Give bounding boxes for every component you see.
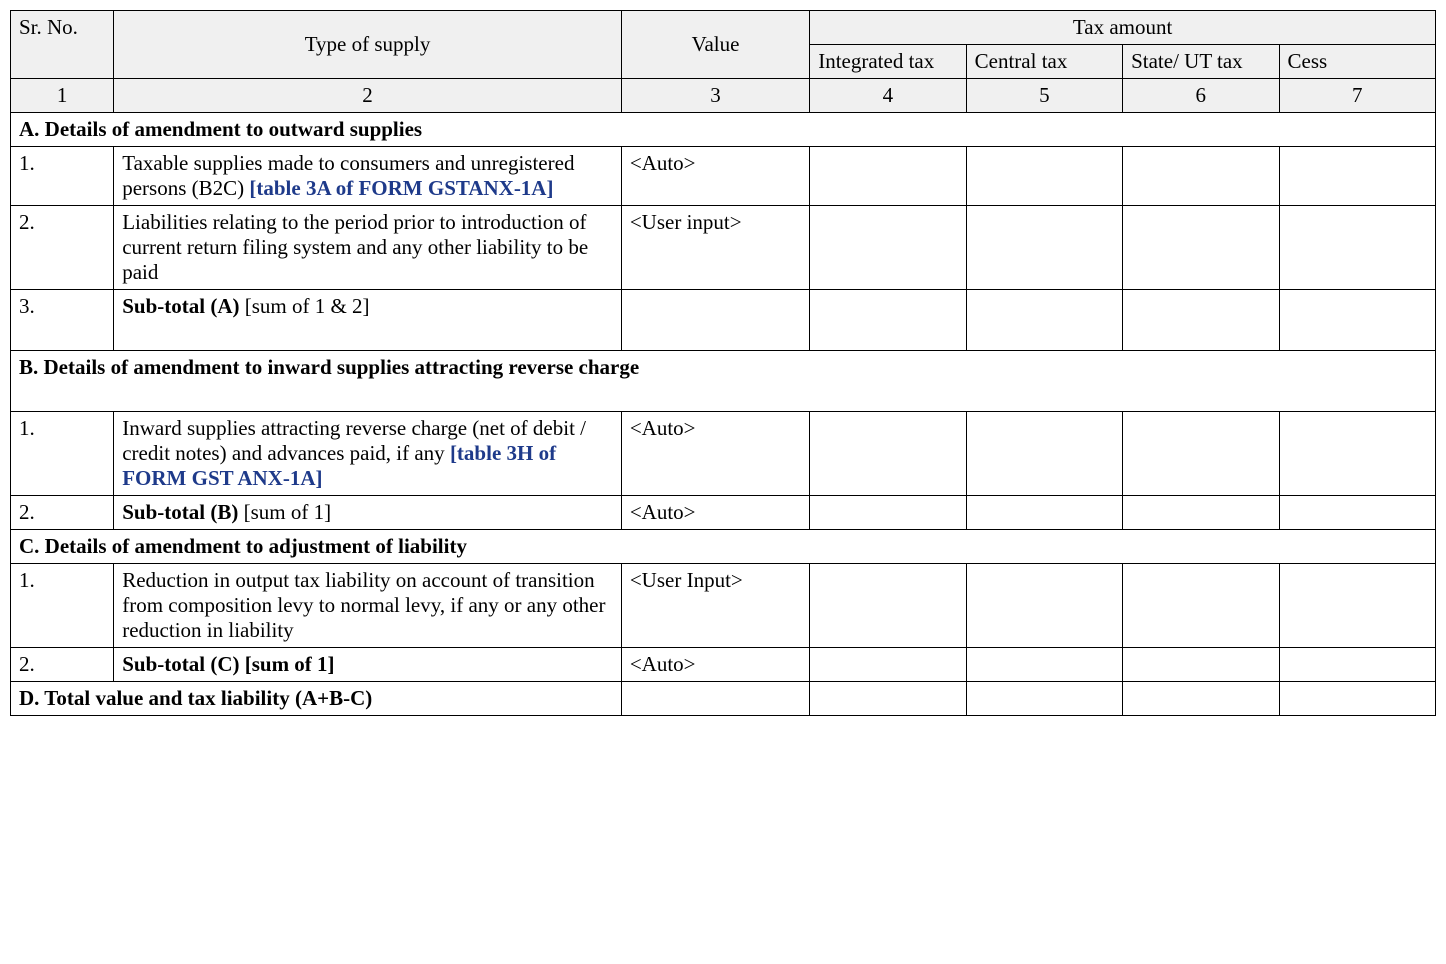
colnum-2: 2 (114, 79, 622, 113)
cell-cess (1279, 648, 1435, 682)
cell-desc: Liabilities relating to the period prior… (114, 206, 622, 290)
table-row: 2. Sub-total (B) [sum of 1] <Auto> (11, 496, 1436, 530)
cell-central-tax[interactable] (966, 412, 1122, 496)
cell-integrated-tax[interactable] (810, 147, 966, 206)
colnum-1: 1 (11, 79, 114, 113)
hdr-central-tax: Central tax (966, 45, 1122, 79)
section-d-row: D. Total value and tax liability (A+B-C) (11, 682, 1436, 716)
cell-central-tax[interactable] (966, 564, 1122, 648)
cell-integrated-tax[interactable] (810, 412, 966, 496)
cell-sr: 3. (11, 290, 114, 351)
cell-cess[interactable] (1279, 206, 1435, 290)
cell-desc: Sub-total (A) [sum of 1 & 2] (114, 290, 622, 351)
hdr-cess: Cess (1279, 45, 1435, 79)
cell-state-ut-tax (1123, 496, 1279, 530)
table-row: 1. Taxable supplies made to consumers an… (11, 147, 1436, 206)
cell-cess[interactable] (1279, 147, 1435, 206)
hdr-sr-no: Sr. No. (11, 11, 114, 79)
cell-desc: Sub-total (C) [sum of 1] (114, 648, 622, 682)
cell-integrated-tax (810, 496, 966, 530)
cell-desc: Sub-total (B) [sum of 1] (114, 496, 622, 530)
cell-state-ut-tax (1123, 290, 1279, 351)
hdr-state-ut-tax: State/ UT tax (1123, 45, 1279, 79)
section-a-header: A. Details of amendment to outward suppl… (11, 113, 1436, 147)
cell-state-ut-tax[interactable] (1123, 206, 1279, 290)
cell-value[interactable]: <User Input> (621, 564, 809, 648)
cell-sr: 2. (11, 648, 114, 682)
cell-desc: Reduction in output tax liability on acc… (114, 564, 622, 648)
cell-integrated-tax[interactable] (810, 564, 966, 648)
desc-ref: [table 3A of FORM GSTANX-1A] (249, 176, 553, 200)
cell-integrated-tax (810, 290, 966, 351)
cell-central-tax (966, 290, 1122, 351)
cell-state-ut-tax[interactable] (1123, 412, 1279, 496)
cell-sr: 1. (11, 147, 114, 206)
colnum-4: 4 (810, 79, 966, 113)
cell-value: <Auto> (621, 496, 809, 530)
cell-value: <Auto> (621, 147, 809, 206)
cell-central-tax[interactable] (966, 147, 1122, 206)
colnum-3: 3 (621, 79, 809, 113)
hdr-type-of-supply: Type of supply (114, 11, 622, 79)
cell-cess[interactable] (1279, 564, 1435, 648)
section-b-title: B. Details of amendment to inward suppli… (11, 351, 1436, 412)
cell-value[interactable]: <User input> (621, 206, 809, 290)
cell-sr: 2. (11, 496, 114, 530)
desc-bold: Sub-total (B) (122, 500, 243, 524)
desc-bold: Sub-total (C) [sum of 1] (122, 652, 334, 676)
desc-bold: Sub-total (A) (122, 294, 245, 318)
cell-central-tax[interactable] (966, 206, 1122, 290)
cell-state-ut-tax[interactable] (1123, 564, 1279, 648)
column-number-row: 1 2 3 4 5 6 7 (11, 79, 1436, 113)
colnum-7: 7 (1279, 79, 1435, 113)
cell-state-ut-tax (1123, 682, 1279, 716)
cell-integrated-tax (810, 648, 966, 682)
table-row: 2. Sub-total (C) [sum of 1] <Auto> (11, 648, 1436, 682)
cell-value: <Auto> (621, 412, 809, 496)
table-row: 2. Liabilities relating to the period pr… (11, 206, 1436, 290)
cell-cess (1279, 496, 1435, 530)
cell-desc: Taxable supplies made to consumers and u… (114, 147, 622, 206)
hdr-value: Value (621, 11, 809, 79)
cell-cess[interactable] (1279, 412, 1435, 496)
section-b-header: B. Details of amendment to inward suppli… (11, 351, 1436, 412)
table-row: 1. Reduction in output tax liability on … (11, 564, 1436, 648)
colnum-5: 5 (966, 79, 1122, 113)
section-c-title: C. Details of amendment to adjustment of… (11, 530, 1436, 564)
desc-after: [sum of 1] (244, 500, 332, 524)
cell-central-tax (966, 682, 1122, 716)
cell-cess (1279, 290, 1435, 351)
cell-value (621, 682, 809, 716)
cell-value: <Auto> (621, 648, 809, 682)
cell-state-ut-tax[interactable] (1123, 147, 1279, 206)
cell-sr: 1. (11, 412, 114, 496)
table-row: 1. Inward supplies attracting reverse ch… (11, 412, 1436, 496)
desc-text: Liabilities relating to the period prior… (122, 210, 588, 284)
cell-state-ut-tax (1123, 648, 1279, 682)
section-a-title: A. Details of amendment to outward suppl… (11, 113, 1436, 147)
cell-integrated-tax[interactable] (810, 206, 966, 290)
gst-amendment-table: Sr. No. Type of supply Value Tax amount … (10, 10, 1436, 716)
section-d-title: D. Total value and tax liability (A+B-C) (11, 682, 622, 716)
cell-sr: 1. (11, 564, 114, 648)
cell-central-tax (966, 648, 1122, 682)
cell-cess (1279, 682, 1435, 716)
hdr-tax-amount: Tax amount (810, 11, 1436, 45)
cell-value (621, 290, 809, 351)
section-c-header: C. Details of amendment to adjustment of… (11, 530, 1436, 564)
desc-text: Reduction in output tax liability on acc… (122, 568, 605, 642)
cell-desc: Inward supplies attracting reverse charg… (114, 412, 622, 496)
desc-after: [sum of 1 & 2] (245, 294, 370, 318)
colnum-6: 6 (1123, 79, 1279, 113)
cell-central-tax (966, 496, 1122, 530)
hdr-integrated-tax: Integrated tax (810, 45, 966, 79)
cell-sr: 2. (11, 206, 114, 290)
cell-integrated-tax (810, 682, 966, 716)
table-row: 3. Sub-total (A) [sum of 1 & 2] (11, 290, 1436, 351)
